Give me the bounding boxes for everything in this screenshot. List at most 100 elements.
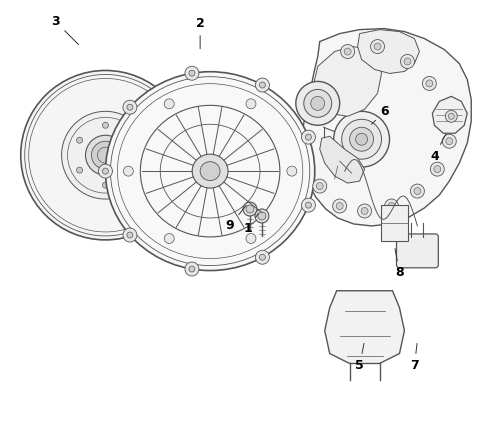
Ellipse shape: [341, 45, 355, 59]
Ellipse shape: [342, 119, 382, 159]
Text: 4: 4: [430, 134, 446, 163]
Wedge shape: [120, 208, 150, 232]
Ellipse shape: [305, 134, 312, 140]
Ellipse shape: [192, 154, 228, 188]
Polygon shape: [358, 29, 420, 73]
Ellipse shape: [384, 199, 398, 213]
Polygon shape: [314, 47, 382, 116]
Ellipse shape: [361, 208, 368, 214]
Ellipse shape: [448, 113, 454, 119]
Wedge shape: [56, 206, 87, 231]
Ellipse shape: [334, 111, 389, 167]
Ellipse shape: [305, 202, 312, 208]
Ellipse shape: [316, 183, 323, 189]
Ellipse shape: [388, 203, 395, 210]
Ellipse shape: [426, 80, 433, 87]
Ellipse shape: [259, 82, 265, 88]
Ellipse shape: [374, 43, 381, 50]
Ellipse shape: [258, 212, 266, 220]
Ellipse shape: [243, 202, 257, 216]
Ellipse shape: [164, 99, 174, 109]
Wedge shape: [60, 78, 91, 102]
Ellipse shape: [422, 77, 436, 91]
Ellipse shape: [410, 184, 424, 198]
Ellipse shape: [123, 100, 137, 114]
Wedge shape: [124, 80, 155, 104]
Polygon shape: [324, 291, 405, 363]
Ellipse shape: [304, 89, 332, 117]
Ellipse shape: [371, 40, 384, 53]
Ellipse shape: [445, 110, 457, 122]
Ellipse shape: [98, 164, 112, 178]
Ellipse shape: [189, 266, 195, 272]
Ellipse shape: [61, 111, 149, 199]
Ellipse shape: [400, 54, 414, 69]
Ellipse shape: [123, 166, 133, 176]
Ellipse shape: [21, 70, 190, 240]
Ellipse shape: [255, 250, 269, 264]
Wedge shape: [35, 183, 62, 213]
Ellipse shape: [246, 234, 256, 243]
Ellipse shape: [128, 137, 134, 143]
Ellipse shape: [311, 96, 324, 110]
Polygon shape: [432, 96, 467, 133]
Ellipse shape: [287, 166, 297, 176]
Text: 6: 6: [372, 105, 389, 124]
Wedge shape: [88, 218, 118, 234]
Text: 1: 1: [243, 213, 258, 235]
Wedge shape: [166, 126, 184, 155]
Ellipse shape: [349, 127, 373, 151]
Ellipse shape: [404, 58, 411, 65]
Wedge shape: [146, 187, 174, 217]
Ellipse shape: [356, 133, 368, 145]
Bar: [49, 159, 60, 167]
Text: 9: 9: [226, 205, 246, 232]
Bar: [121, 191, 133, 203]
Bar: [114, 111, 126, 124]
Ellipse shape: [313, 179, 327, 193]
Ellipse shape: [189, 70, 195, 76]
Ellipse shape: [414, 188, 421, 195]
Ellipse shape: [344, 48, 351, 55]
Wedge shape: [93, 77, 123, 92]
Ellipse shape: [123, 228, 137, 242]
Polygon shape: [302, 29, 471, 226]
Wedge shape: [149, 97, 176, 127]
Ellipse shape: [85, 135, 125, 175]
Ellipse shape: [431, 162, 444, 176]
Ellipse shape: [102, 168, 108, 174]
Ellipse shape: [185, 66, 199, 80]
Ellipse shape: [443, 134, 456, 148]
Wedge shape: [27, 121, 47, 151]
Ellipse shape: [200, 162, 220, 181]
Ellipse shape: [333, 199, 347, 213]
Ellipse shape: [301, 130, 315, 144]
Ellipse shape: [440, 102, 454, 116]
Text: 8: 8: [395, 249, 404, 279]
Ellipse shape: [246, 205, 254, 213]
Ellipse shape: [92, 141, 120, 169]
Text: 2: 2: [196, 17, 204, 49]
Ellipse shape: [301, 198, 315, 212]
Bar: [141, 151, 151, 159]
Ellipse shape: [185, 262, 199, 276]
Ellipse shape: [358, 204, 372, 218]
Bar: [75, 195, 87, 207]
Ellipse shape: [446, 138, 453, 145]
Ellipse shape: [259, 254, 265, 260]
Ellipse shape: [127, 104, 133, 110]
FancyBboxPatch shape: [396, 234, 438, 268]
Wedge shape: [37, 93, 65, 123]
Bar: [381, 205, 408, 241]
Ellipse shape: [102, 182, 108, 188]
Text: 5: 5: [355, 343, 364, 372]
Ellipse shape: [336, 203, 343, 210]
Ellipse shape: [246, 99, 256, 109]
Wedge shape: [164, 160, 184, 189]
Ellipse shape: [102, 122, 108, 128]
Ellipse shape: [164, 234, 174, 243]
Bar: [68, 115, 80, 128]
Ellipse shape: [77, 137, 83, 143]
Ellipse shape: [255, 78, 269, 92]
Ellipse shape: [106, 72, 315, 271]
